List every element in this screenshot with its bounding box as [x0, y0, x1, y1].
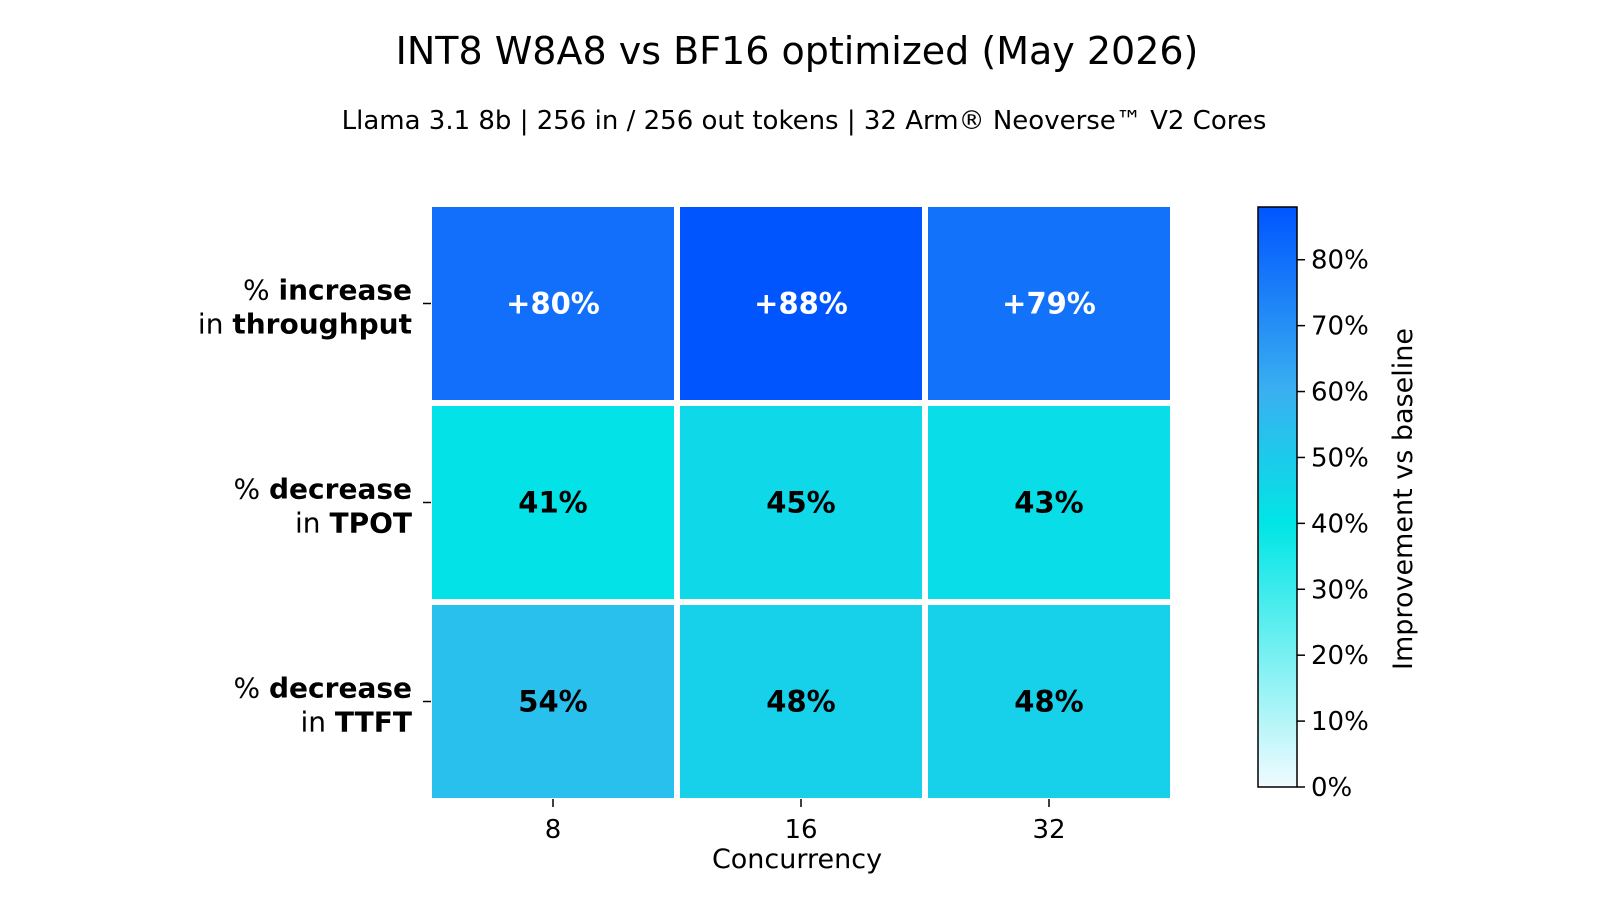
row-label-line2: in TPOT: [295, 507, 412, 540]
colorbar-tick-label: 40%: [1311, 509, 1369, 539]
x-axis-label: Concurrency: [712, 844, 882, 875]
x-tick-label: 32: [1032, 815, 1065, 845]
colorbar-tick-label: 20%: [1311, 641, 1369, 671]
cell-value-label: +79%: [1002, 287, 1096, 321]
row-label-line1: % decrease: [234, 672, 413, 705]
cell-value-label: 45%: [766, 486, 835, 520]
colorbar-tick-label: 30%: [1311, 575, 1369, 605]
cell-value-label: 43%: [1014, 486, 1083, 520]
cell-value-label: 41%: [518, 486, 587, 520]
x-tick-label: 16: [784, 815, 817, 845]
colorbar-tick-label: 50%: [1311, 443, 1369, 473]
column-labels: 8 16 32: [545, 799, 1066, 845]
heatmap-cell: [928, 406, 1170, 599]
x-tick-label: 8: [545, 815, 562, 845]
colorbar-scale: [1257, 206, 1298, 788]
colorbar: 0% 10% 20% 30% 40% 50% 60% 70% 80% Improvement vs…: [1257, 206, 1419, 803]
chart-title: INT8 W8A8 vs BF16 optimized (May 2026): [396, 29, 1199, 73]
heatmap-cell: [680, 605, 922, 798]
heatmap-cell: [432, 605, 674, 798]
heatmap-cell: [432, 406, 674, 599]
row-label-line2: in throughput: [198, 308, 412, 341]
heatmap-cell: [432, 207, 674, 400]
cell-value-label: +88%: [754, 287, 848, 321]
colorbar-tick-label: 80%: [1311, 246, 1369, 276]
heatmap-cell: [928, 207, 1170, 400]
row-label-line1: % decrease: [234, 473, 413, 506]
colorbar-tick-label: 10%: [1311, 707, 1369, 737]
colorbar-tick-label: 60%: [1311, 378, 1369, 408]
row-label-line1: % increase: [243, 274, 412, 307]
cell-value-label: 48%: [1014, 685, 1083, 719]
heatmap-cells: +80% +88% +79% 41% 45% 43% 54% 48% 48%: [432, 207, 1170, 798]
chart-subtitle: Llama 3.1 8b | 256 in / 256 out tokens |…: [342, 106, 1267, 136]
heatmap-cell: [680, 207, 922, 400]
row-label-line2: in TTFT: [300, 706, 412, 739]
heatmap-cell: [680, 406, 922, 599]
cell-value-label: +80%: [506, 287, 600, 321]
cell-value-label: 54%: [518, 685, 587, 719]
colorbar-label: Improvement vs baseline: [1388, 328, 1419, 670]
heatmap-cell: [928, 605, 1170, 798]
cell-value-label: 48%: [766, 685, 835, 719]
colorbar-tick-label: 0%: [1311, 773, 1352, 803]
colorbar-tick-label: 70%: [1311, 312, 1369, 342]
